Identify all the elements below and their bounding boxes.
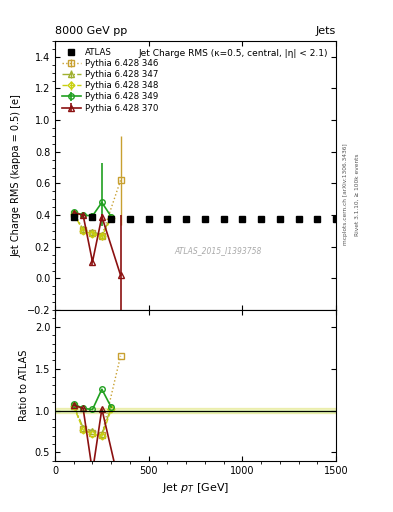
ATLAS <box>184 216 189 222</box>
Line: ATLAS: ATLAS <box>71 214 339 222</box>
ATLAS <box>90 214 95 220</box>
ATLAS <box>165 216 170 222</box>
ATLAS <box>146 216 151 222</box>
ATLAS <box>259 216 263 222</box>
Text: ATLAS_2015_I1393758: ATLAS_2015_I1393758 <box>174 246 262 255</box>
Y-axis label: Ratio to ATLAS: Ratio to ATLAS <box>19 350 29 421</box>
Y-axis label: Jet Charge RMS (kappa = 0.5) [e]: Jet Charge RMS (kappa = 0.5) [e] <box>11 94 21 257</box>
ATLAS <box>296 216 301 222</box>
Text: mcplots.cern.ch [arXiv:1306.3436]: mcplots.cern.ch [arXiv:1306.3436] <box>343 144 347 245</box>
ATLAS <box>109 216 114 222</box>
ATLAS <box>240 216 245 222</box>
ATLAS <box>334 216 338 222</box>
ATLAS <box>315 216 320 222</box>
ATLAS <box>221 216 226 222</box>
ATLAS <box>277 216 282 222</box>
Text: 8000 GeV pp: 8000 GeV pp <box>55 26 127 35</box>
ATLAS <box>202 216 207 222</box>
Legend: ATLAS, Pythia 6.428 346, Pythia 6.428 347, Pythia 6.428 348, Pythia 6.428 349, P: ATLAS, Pythia 6.428 346, Pythia 6.428 34… <box>59 45 161 115</box>
Text: Rivet 3.1.10, ≥ 100k events: Rivet 3.1.10, ≥ 100k events <box>355 153 360 236</box>
ATLAS <box>72 214 76 220</box>
Bar <box>55 408 336 413</box>
Text: Jets: Jets <box>316 26 336 35</box>
Text: Jet Charge RMS (κ=0.5, central, |η| < 2.1): Jet Charge RMS (κ=0.5, central, |η| < 2.… <box>138 49 328 58</box>
ATLAS <box>128 216 132 222</box>
X-axis label: Jet $p_{T}$ [GeV]: Jet $p_{T}$ [GeV] <box>162 481 229 495</box>
